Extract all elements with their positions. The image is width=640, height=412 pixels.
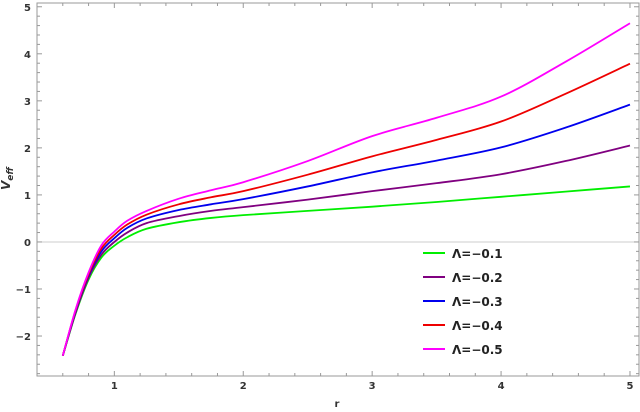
y-axis-label: Veff <box>0 166 16 190</box>
x-tick-label: 3 <box>369 381 376 392</box>
y-axis-label-sub: eff <box>6 166 16 181</box>
x-tick-label: 4 <box>498 381 505 392</box>
y-tick-label: 5 <box>24 3 31 14</box>
legend-label: Λ=−0.2 <box>452 271 503 285</box>
y-tick-label: 0 <box>24 238 31 249</box>
x-tick-label: 2 <box>240 381 247 392</box>
y-tick-label: 4 <box>24 50 31 61</box>
y-tick-label: 3 <box>24 97 31 108</box>
series-line-1 <box>61 185 631 357</box>
y-tick-label: −1 <box>16 285 31 296</box>
svg-text:Veff: Veff <box>0 166 16 190</box>
x-tick-label: 5 <box>626 381 633 392</box>
series-line-2 <box>61 144 631 357</box>
x-axis-label: r <box>335 399 340 410</box>
plot-frame <box>36 2 640 377</box>
y-tick-label: 2 <box>24 144 31 155</box>
series-line-5 <box>61 22 631 357</box>
y-tick-label: −2 <box>16 332 31 343</box>
x-tick-label: 1 <box>111 381 118 392</box>
series-line-4 <box>61 62 631 357</box>
y-axis-label-main: V <box>0 179 13 190</box>
legend: Λ=−0.1 Λ=−0.2 Λ=−0.3 Λ=−0.4 Λ=−0.5 <box>423 247 503 357</box>
legend-label: Λ=−0.1 <box>452 247 503 261</box>
legend-label: Λ=−0.4 <box>452 319 503 333</box>
y-tick-label: 1 <box>24 191 31 202</box>
legend-label: Λ=−0.5 <box>452 343 503 357</box>
series-line-3 <box>61 103 631 357</box>
legend-label: Λ=−0.3 <box>452 295 503 309</box>
